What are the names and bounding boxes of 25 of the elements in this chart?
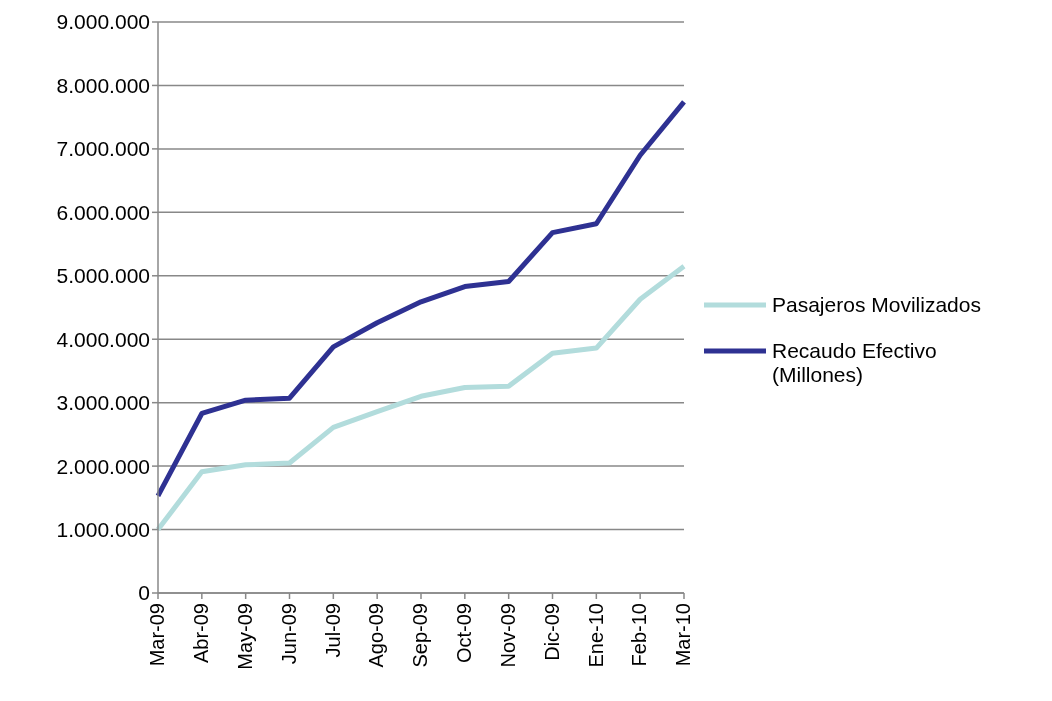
x-tick-label: Ene-10 [584,603,607,668]
y-tick-label: 5.000.000 [56,264,150,288]
y-tick-label: 4.000.000 [56,327,150,351]
y-tick-label: 6.000.000 [56,200,150,224]
x-tick-label: Sep-09 [409,603,432,668]
x-tick-label: Jun-09 [277,603,300,665]
y-tick-label: 3.000.000 [56,391,150,415]
y-tick-label: 2.000.000 [56,454,150,478]
x-tick-label: Mar-10 [672,603,695,667]
legend-label: Recaudo Efectivo (Millones) [772,338,938,387]
y-tick-label: 1.000.000 [56,518,150,542]
x-tick-label: Mar-09 [146,603,169,667]
y-tick-label: 7.000.000 [56,137,150,161]
legend-label: Pasajeros Movilizados [772,292,982,317]
x-tick-label: Dic-09 [540,603,563,661]
x-tick-label: May-09 [233,603,256,670]
x-tick-label: Oct-09 [453,603,476,664]
x-tick-label: Jul-09 [321,603,344,658]
y-tick-label: 0 [138,581,150,605]
x-tick-label: Abr-09 [190,603,213,664]
x-tick-label: Feb-10 [628,603,651,667]
y-tick-label: 8.000.000 [56,73,150,97]
y-tick-label: 9.000.000 [56,10,150,34]
x-tick-label: Nov-09 [496,603,519,668]
x-tick-label: Ago-09 [365,603,388,668]
